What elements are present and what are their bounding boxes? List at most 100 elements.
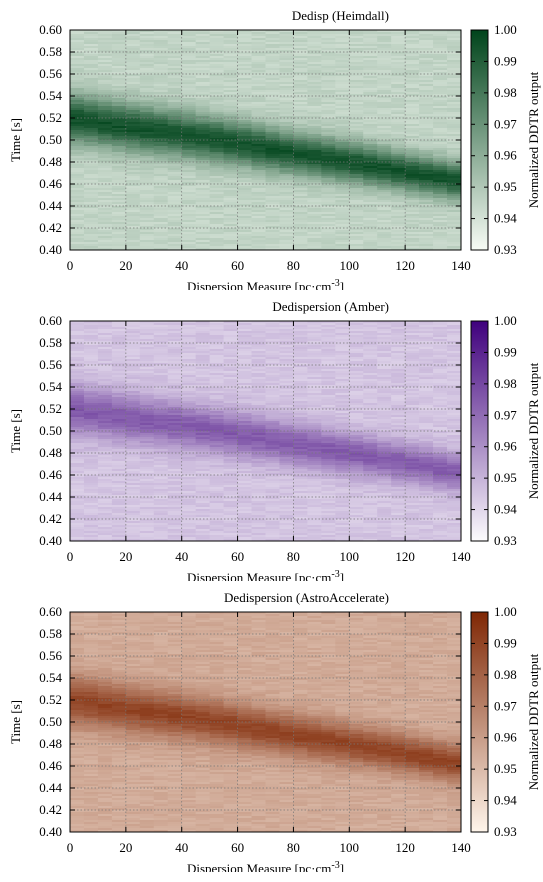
heatmap-cell xyxy=(125,407,141,410)
heatmap-cell xyxy=(139,48,155,51)
heatmap-cell xyxy=(293,220,308,223)
heatmap-cell xyxy=(83,489,99,492)
heatmap-cell xyxy=(391,208,406,211)
heatmap-cell xyxy=(237,172,253,175)
heatmap-cell xyxy=(335,82,350,85)
heatmap-cell xyxy=(139,230,155,233)
heatmap-cell xyxy=(237,489,253,492)
heatmap-cell xyxy=(335,88,350,91)
heatmap-cell xyxy=(167,148,183,151)
heatmap-cell xyxy=(111,118,127,121)
heatmap-cell xyxy=(167,120,183,123)
heatmap-cell xyxy=(377,182,392,185)
heatmap-cell xyxy=(419,200,434,203)
heatmap-cell xyxy=(237,196,253,199)
heatmap-cell xyxy=(433,208,448,211)
heatmap-cell xyxy=(307,68,322,71)
heatmap-cell xyxy=(70,202,85,205)
heatmap-cell xyxy=(223,146,239,149)
heatmap-cell xyxy=(447,158,462,161)
heatmap-cell xyxy=(223,160,239,163)
heatmap-cell xyxy=(97,112,113,115)
heatmap-cell xyxy=(251,337,266,340)
heatmap-cell xyxy=(265,447,280,450)
heatmap-cell xyxy=(237,158,253,161)
heatmap-cell xyxy=(167,455,183,458)
heatmap-cell xyxy=(181,427,197,430)
heatmap-cell xyxy=(83,190,99,193)
heatmap-cell xyxy=(265,469,280,472)
heatmap-cell xyxy=(237,216,253,219)
heatmap-cell xyxy=(447,56,462,59)
heatmap-cell xyxy=(363,38,378,41)
heatmap-cell xyxy=(447,210,462,213)
heatmap-cell xyxy=(70,116,85,119)
heatmap-cell xyxy=(251,413,266,416)
heatmap-cell xyxy=(125,218,141,221)
heatmap-cell xyxy=(97,94,113,97)
heatmap-cell xyxy=(293,178,308,181)
heatmap-cell xyxy=(83,52,99,55)
heatmap-cell xyxy=(377,236,392,239)
heatmap-cell xyxy=(293,349,308,352)
heatmap-cell xyxy=(265,455,280,458)
heatmap-cell xyxy=(251,244,266,247)
heatmap-cell xyxy=(83,487,99,490)
heatmap-cell xyxy=(125,150,141,153)
heatmap-cell xyxy=(405,114,420,117)
heatmap-cell xyxy=(251,497,266,500)
heatmap-cell xyxy=(223,373,239,376)
heatmap-cell xyxy=(265,483,280,486)
heatmap-cell xyxy=(363,244,378,247)
heatmap-cell xyxy=(265,182,280,185)
heatmap-cell xyxy=(363,42,378,45)
heatmap-cell xyxy=(195,333,211,336)
heatmap-cell xyxy=(279,194,294,197)
heatmap-cell xyxy=(181,230,197,233)
heatmap-cell xyxy=(265,441,280,444)
heatmap-cell xyxy=(97,152,113,155)
heatmap-cell xyxy=(139,381,155,384)
heatmap-cell xyxy=(265,477,280,480)
heatmap-cell xyxy=(251,417,266,420)
heatmap-cell xyxy=(209,499,225,502)
heatmap-cell xyxy=(111,82,127,85)
heatmap-cell xyxy=(139,34,155,37)
heatmap-cell xyxy=(153,216,169,219)
heatmap-cell xyxy=(97,70,113,73)
heatmap-cell xyxy=(111,212,127,215)
heatmap-cell xyxy=(405,248,420,251)
heatmap-cell xyxy=(167,509,183,512)
heatmap-cell xyxy=(209,529,225,532)
heatmap-cell xyxy=(97,467,113,470)
heatmap-cell xyxy=(111,419,127,422)
heatmap-cell xyxy=(363,206,378,209)
heatmap-cell xyxy=(97,192,113,195)
heatmap-cell xyxy=(377,224,392,227)
heatmap-cell xyxy=(237,68,253,71)
heatmap-cell xyxy=(349,216,364,219)
heatmap-cell xyxy=(419,178,434,181)
heatmap-cell xyxy=(321,56,336,59)
heatmap-cell xyxy=(349,174,364,177)
heatmap-cell xyxy=(181,138,197,141)
heatmap-cell xyxy=(363,90,378,93)
heatmap-cell xyxy=(321,244,336,247)
heatmap-cell xyxy=(223,387,239,390)
heatmap-cell xyxy=(167,248,183,251)
heatmap-cell xyxy=(139,174,155,177)
heatmap-cell xyxy=(139,194,155,197)
heatmap-cell xyxy=(251,56,266,59)
heatmap-cell xyxy=(293,108,308,111)
heatmap-cell xyxy=(139,479,155,482)
heatmap-cell xyxy=(70,170,85,173)
heatmap-cell xyxy=(83,36,99,39)
heatmap-cell xyxy=(433,150,448,153)
heatmap-cell xyxy=(195,96,211,99)
heatmap-cell xyxy=(181,339,197,342)
heatmap-cell xyxy=(223,507,239,510)
heatmap-cell xyxy=(167,200,183,203)
heatmap-cell xyxy=(279,112,294,115)
heatmap-cell xyxy=(251,154,266,157)
heatmap-cell xyxy=(335,38,350,41)
